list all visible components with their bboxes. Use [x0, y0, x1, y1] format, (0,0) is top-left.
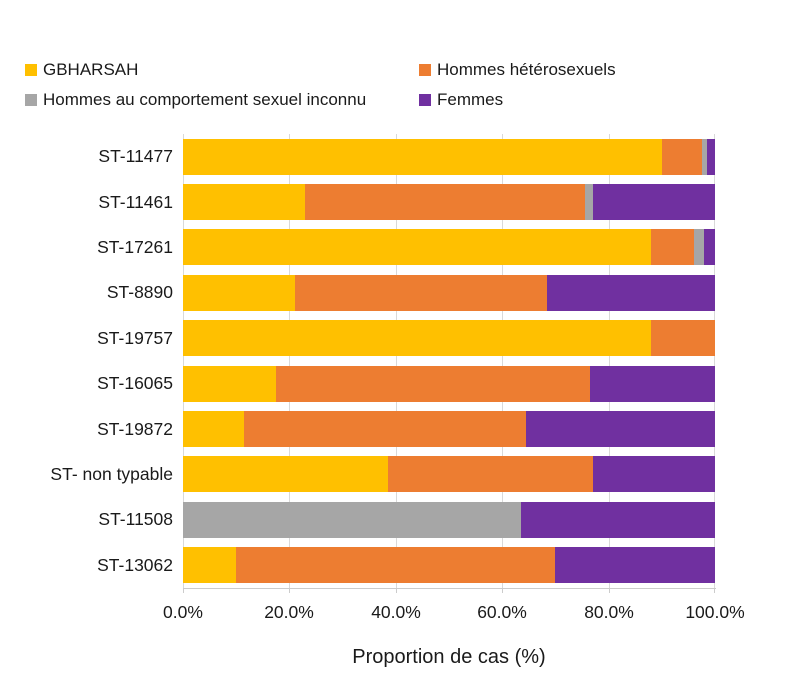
- legend-swatch-icon: [25, 93, 37, 106]
- bar-track: [183, 229, 715, 266]
- chart-row: ST- non typable: [0, 452, 715, 497]
- x-tick-label: 100.0%: [685, 602, 745, 622]
- bar-segment: [661, 138, 702, 175]
- x-tick-mark: [609, 589, 610, 593]
- x-tick-mark: [502, 589, 503, 593]
- legend-label: Hommes hétérosexuels: [437, 60, 616, 79]
- x-axis-title: Proportion de cas (%): [352, 646, 546, 668]
- chart-row: ST-11477: [0, 134, 715, 179]
- bar-segment: [276, 365, 590, 402]
- bar-track: [183, 501, 715, 538]
- bar-segment: [183, 229, 652, 266]
- plot-area: ST-11477 ST-11461 ST-17261 ST-8890 ST-19757 S…: [0, 134, 716, 589]
- legend-swatch-icon: [25, 63, 37, 76]
- x-tick-mark: [396, 589, 397, 593]
- legend-label: Hommes au comportement sexuel inconnu: [43, 90, 367, 109]
- bar-segment: [701, 138, 707, 175]
- category-label: ST-11508: [98, 509, 173, 530]
- bar-segment: [693, 229, 705, 266]
- bar-segment: [183, 274, 295, 311]
- legend-label: GBHARSAH: [43, 60, 139, 79]
- bar-segment: [183, 138, 662, 175]
- x-tick-mark: [714, 589, 715, 593]
- category-label: ST-19872: [97, 418, 173, 439]
- bar-segment: [547, 274, 715, 311]
- x-tick-label: 40.0%: [371, 602, 421, 622]
- bar-track: [183, 274, 715, 311]
- bar-segment: [526, 411, 715, 448]
- chart-row: ST-11461: [0, 179, 715, 224]
- bar-segment: [707, 138, 715, 175]
- category-label: ST-13062: [97, 554, 173, 575]
- chart-legend: GBHARSAH Hommes hétérosexuels Hommes au co…: [25, 60, 765, 109]
- gridline-20.0%: [289, 134, 290, 588]
- chart-row: ST-11508: [0, 497, 715, 542]
- bar-segment: [183, 501, 521, 538]
- bar-segment: [294, 274, 548, 311]
- chart-row: ST-19872: [0, 406, 715, 451]
- x-tick-label: 80.0%: [584, 602, 634, 622]
- bar-track: [183, 320, 715, 357]
- legend-swatch-icon: [419, 63, 431, 76]
- category-label: ST-17261: [97, 236, 173, 257]
- legend-item-3: Hommes au comportement sexuel inconnu: [25, 90, 419, 109]
- bar-segment: [589, 365, 715, 402]
- legend-swatch-icon: [419, 93, 431, 106]
- bar-segment: [704, 229, 715, 266]
- gridline-0.0%: [183, 134, 184, 588]
- gridlines: [183, 134, 715, 588]
- chart-row: ST-16065: [0, 361, 715, 406]
- bar-track: [183, 456, 715, 493]
- x-tick-mark: [183, 589, 184, 593]
- x-tick-label: 0.0%: [163, 602, 203, 622]
- bar-segment: [555, 547, 715, 584]
- bar-segment: [592, 456, 715, 493]
- bar-segment: [183, 184, 306, 221]
- x-tick-label: 20.0%: [264, 602, 314, 622]
- bar-segment: [236, 547, 556, 584]
- category-label: ST-19757: [97, 327, 173, 348]
- category-label: ST- non typable: [50, 463, 173, 484]
- bar-track: [183, 365, 715, 402]
- bar-segment: [651, 229, 694, 266]
- bar-segment: [244, 411, 527, 448]
- legend-item-4: Femmes: [419, 90, 765, 109]
- legend-item-1: GBHARSAH: [25, 60, 419, 79]
- category-label: ST-8890: [106, 282, 173, 303]
- bar-segment: [387, 456, 593, 493]
- gridline-100.0%: [714, 134, 715, 588]
- bar-track: [183, 184, 715, 221]
- chart-row: ST-8890: [0, 270, 715, 315]
- chart-row: ST-17261: [0, 225, 715, 270]
- legend-item-2: Hommes hétérosexuels: [419, 60, 765, 79]
- bar-segment: [183, 411, 245, 448]
- bar-track: [183, 138, 715, 175]
- bar-track: [183, 547, 715, 584]
- bar-segment: [592, 184, 715, 221]
- bar-segment: [584, 184, 593, 221]
- chart-row: ST-13062: [0, 543, 715, 588]
- category-label: ST-11477: [98, 146, 173, 167]
- bar-segment: [183, 320, 652, 357]
- bar-segment: [183, 456, 388, 493]
- gridline-40.0%: [396, 134, 397, 588]
- legend-label: Femmes: [437, 90, 504, 109]
- x-tick-label: 60.0%: [477, 602, 527, 622]
- bar-rows: ST-11477 ST-11461 ST-17261 ST-8890 ST-19757 S…: [0, 134, 715, 588]
- x-axis-ticks: 0.0% 20.0% 40.0% 60.0% 80.0% 100.0%: [163, 588, 745, 628]
- gridline-60.0%: [502, 134, 503, 588]
- category-label: ST-11461: [98, 191, 173, 212]
- bar-segment: [520, 501, 715, 538]
- bar-segment: [651, 320, 715, 357]
- bar-segment: [305, 184, 585, 221]
- chart-row: ST-19757: [0, 316, 715, 361]
- bar-segment: [183, 547, 237, 584]
- gridline-80.0%: [609, 134, 610, 588]
- bar-track: [183, 411, 715, 448]
- bar-segment: [183, 365, 277, 402]
- category-label: ST-16065: [97, 373, 173, 394]
- x-tick-mark: [289, 589, 290, 593]
- x-axis-line: [183, 588, 716, 589]
